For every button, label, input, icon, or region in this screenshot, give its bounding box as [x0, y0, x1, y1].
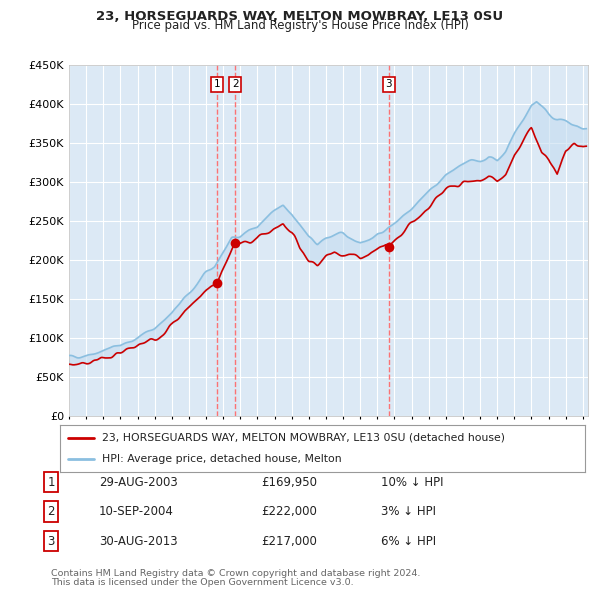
Text: 3: 3 [47, 535, 55, 548]
Text: 30-AUG-2013: 30-AUG-2013 [99, 535, 178, 548]
Text: HPI: Average price, detached house, Melton: HPI: Average price, detached house, Melt… [102, 454, 341, 464]
Text: Contains HM Land Registry data © Crown copyright and database right 2024.: Contains HM Land Registry data © Crown c… [51, 569, 421, 578]
Text: 23, HORSEGUARDS WAY, MELTON MOWBRAY, LE13 0SU: 23, HORSEGUARDS WAY, MELTON MOWBRAY, LE1… [97, 10, 503, 23]
Text: 10% ↓ HPI: 10% ↓ HPI [381, 476, 443, 489]
Text: £222,000: £222,000 [261, 505, 317, 518]
Text: 2: 2 [232, 79, 239, 89]
Text: 2: 2 [47, 505, 55, 518]
Text: Price paid vs. HM Land Registry's House Price Index (HPI): Price paid vs. HM Land Registry's House … [131, 19, 469, 32]
Text: 29-AUG-2003: 29-AUG-2003 [99, 476, 178, 489]
Text: This data is licensed under the Open Government Licence v3.0.: This data is licensed under the Open Gov… [51, 578, 353, 588]
Text: £169,950: £169,950 [261, 476, 317, 489]
Text: 23, HORSEGUARDS WAY, MELTON MOWBRAY, LE13 0SU (detached house): 23, HORSEGUARDS WAY, MELTON MOWBRAY, LE1… [102, 432, 505, 442]
Text: 3: 3 [385, 79, 392, 89]
Text: 6% ↓ HPI: 6% ↓ HPI [381, 535, 436, 548]
Text: 1: 1 [214, 79, 221, 89]
Text: 1: 1 [47, 476, 55, 489]
Text: 3% ↓ HPI: 3% ↓ HPI [381, 505, 436, 518]
Text: £217,000: £217,000 [261, 535, 317, 548]
Text: 10-SEP-2004: 10-SEP-2004 [99, 505, 174, 518]
